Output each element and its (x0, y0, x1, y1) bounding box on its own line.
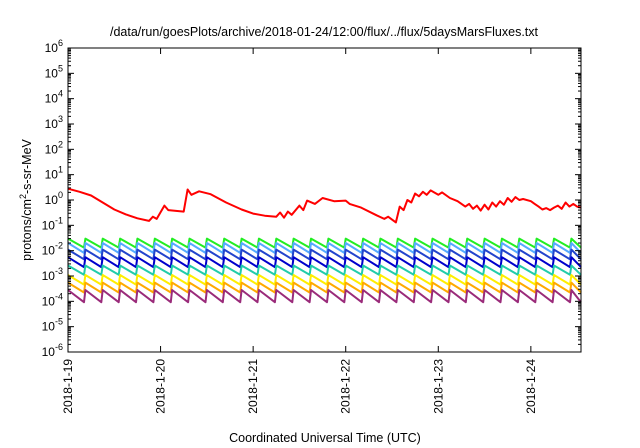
y-tick-label: 104 (45, 89, 63, 106)
series-line (67, 289, 582, 304)
y-axis-label-prefix: protons/cm (20, 199, 34, 261)
x-tick-label: 2018-1-20 (154, 359, 168, 414)
x-tick-label: 2018-1-19 (61, 359, 75, 414)
series-line (67, 264, 582, 276)
x-tick-label: 2018-1-22 (339, 359, 353, 414)
y-tick-label: 102 (45, 139, 63, 156)
y-tick-label: 10-5 (42, 317, 63, 334)
x-tick-label: 2018-1-21 (246, 359, 260, 414)
series-line (67, 237, 582, 249)
x-tick-label: 2018-1-24 (524, 359, 538, 414)
chart-title: /data/run/goesPlots/archive/2018-01-24/1… (110, 25, 539, 39)
y-tick-label: 10-2 (42, 241, 63, 258)
x-axis: 2018-1-19 2018-1-20 2018-1-21 2018-1-22 2018… (61, 48, 538, 414)
series-line (67, 281, 582, 294)
y-tick-label: 106 (45, 38, 63, 55)
y-tick-label: 10-6 (42, 342, 63, 359)
y-tick-label: 101 (45, 165, 63, 182)
y-axis: 106 105 104 103 102 101 100 10-1 10-2 10-3 10-4 10-… (42, 38, 581, 359)
y-tick-label: 105 (45, 63, 63, 80)
y-axis-label-suffix: -s-sr-MeV (20, 138, 34, 194)
y-tick-label: 10-3 (42, 266, 63, 283)
y-tick-label: 103 (45, 114, 63, 131)
x-axis-label: Coordinated Universal Time (UTC) (229, 431, 421, 445)
series-line (67, 256, 582, 269)
series-layer (67, 187, 582, 304)
series-line (67, 274, 582, 286)
x-tick-label: 2018-1-23 (431, 359, 445, 414)
y-axis-label-sup: 2 (18, 194, 28, 199)
y-tick-label: 10-1 (42, 215, 63, 232)
y-tick-label: 100 (45, 190, 63, 207)
plot-frame (67, 47, 582, 353)
series-line (67, 248, 582, 261)
y-tick-label: 10-4 (42, 291, 63, 308)
series-line (67, 187, 582, 224)
y-axis-label: protons/cm2-s-sr-MeV (18, 138, 34, 260)
